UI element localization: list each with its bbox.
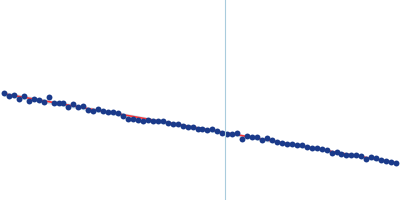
Point <box>298 144 305 147</box>
Point <box>189 125 196 129</box>
Point <box>50 102 57 105</box>
Point <box>353 154 360 157</box>
Point <box>95 107 102 110</box>
Point <box>229 132 236 136</box>
Point <box>378 159 384 162</box>
Point <box>30 97 37 101</box>
Point <box>140 119 146 123</box>
Point <box>219 131 226 134</box>
Point <box>110 111 116 114</box>
Point <box>115 112 121 115</box>
Point <box>90 109 96 113</box>
Point <box>358 154 364 157</box>
Point <box>120 115 126 118</box>
Point <box>150 119 156 122</box>
Point <box>373 157 380 160</box>
Point <box>85 108 92 112</box>
Point <box>45 96 52 99</box>
Point <box>323 149 330 152</box>
Point <box>199 128 206 131</box>
Point <box>318 148 325 151</box>
Point <box>194 127 201 130</box>
Point <box>130 117 136 120</box>
Point <box>170 122 176 125</box>
Point <box>55 101 62 104</box>
Point <box>155 119 161 123</box>
Point <box>224 132 230 135</box>
Point <box>343 153 350 156</box>
Point <box>180 125 186 128</box>
Point <box>160 120 166 123</box>
Point <box>125 117 131 120</box>
Point <box>333 150 340 153</box>
Point <box>338 152 345 156</box>
Point <box>164 121 171 125</box>
Point <box>60 101 67 104</box>
Point <box>135 118 141 121</box>
Point <box>174 123 181 126</box>
Point <box>6 94 12 97</box>
Point <box>80 105 86 108</box>
Point <box>388 161 394 164</box>
Point <box>393 161 399 165</box>
Point <box>16 98 22 101</box>
Point <box>145 118 151 122</box>
Point <box>269 138 275 142</box>
Point <box>259 139 265 142</box>
Point <box>209 127 216 131</box>
Point <box>304 145 310 148</box>
Point <box>204 128 211 131</box>
Point <box>289 143 295 146</box>
Point <box>184 125 191 129</box>
Point <box>70 102 77 106</box>
Point <box>383 160 389 163</box>
Point <box>105 110 111 114</box>
Point <box>234 131 240 134</box>
Point <box>36 98 42 102</box>
Point <box>348 153 355 157</box>
Point <box>274 140 280 143</box>
Point <box>20 94 27 98</box>
Point <box>279 141 285 144</box>
Point <box>214 129 220 133</box>
Point <box>239 137 245 140</box>
Point <box>328 151 335 154</box>
Point <box>368 156 374 159</box>
Point <box>40 100 47 104</box>
Point <box>244 134 250 138</box>
Point <box>314 147 320 150</box>
Point <box>1 91 7 95</box>
Point <box>249 136 255 139</box>
Point <box>100 109 106 112</box>
Point <box>363 157 370 160</box>
Point <box>308 146 315 150</box>
Point <box>264 137 270 140</box>
Point <box>75 105 82 109</box>
Point <box>26 99 32 102</box>
Point <box>284 143 290 146</box>
Point <box>11 94 17 97</box>
Point <box>65 105 72 109</box>
Point <box>294 144 300 147</box>
Point <box>254 136 260 139</box>
